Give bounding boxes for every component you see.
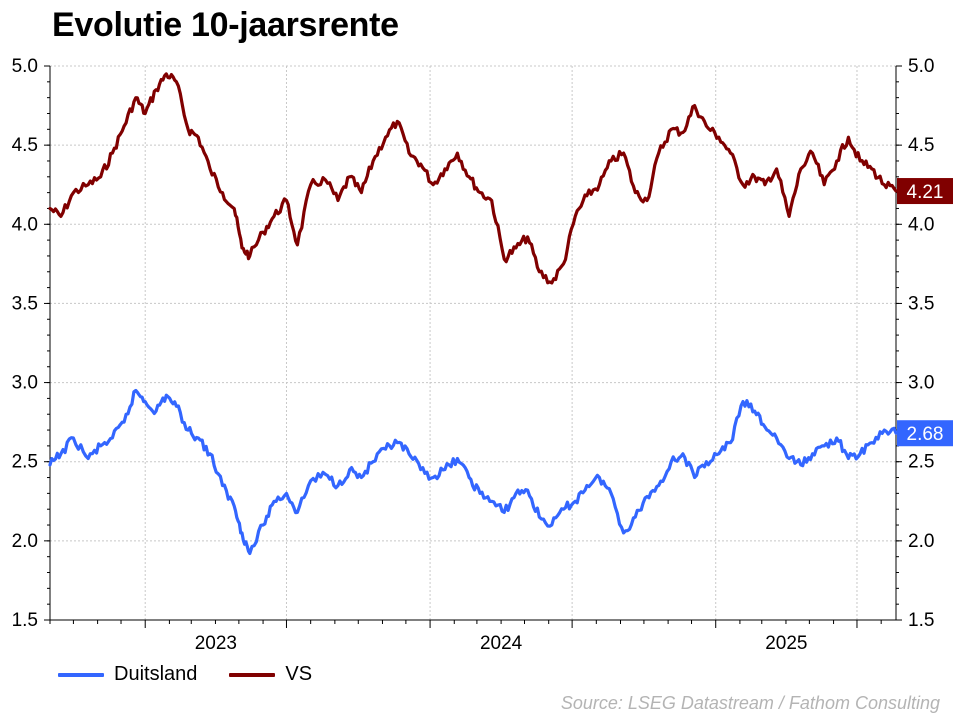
legend: Duitsland VS bbox=[58, 663, 344, 686]
y-tick-label-right: 3.5 bbox=[908, 293, 934, 314]
x-tick-label: 2024 bbox=[480, 633, 523, 654]
legend-swatch-vs bbox=[229, 672, 276, 677]
legend-label-vs: VS bbox=[285, 663, 313, 685]
series-line-duitsland bbox=[48, 388, 898, 556]
end-label-duitsland-box bbox=[897, 420, 953, 447]
end-label-vs-box bbox=[897, 178, 953, 205]
legend-item-vs[interactable]: VS bbox=[229, 663, 312, 686]
grid-lines bbox=[50, 65, 896, 620]
y-tick-label-left: 4.0 bbox=[12, 214, 38, 235]
end-labels: 4.21 2.68 bbox=[897, 178, 953, 447]
end-label-vs: 4.21 bbox=[907, 182, 944, 203]
chart-title: Evolutie 10-jaarsrente bbox=[52, 6, 399, 44]
y-tick-label-left: 2.0 bbox=[12, 531, 38, 552]
end-label-duitsland: 2.68 bbox=[907, 424, 944, 445]
y-tick-label-right: 3.0 bbox=[908, 373, 934, 394]
x-axis: 2023 2024 2025 bbox=[49, 620, 882, 654]
y-axis-right: 1.5 2.0 2.5 3.0 3.5 4.0 4.5 5.0 bbox=[896, 56, 934, 631]
axes bbox=[49, 66, 897, 621]
y-tick-label-right: 1.5 bbox=[908, 610, 934, 631]
x-tick-label: 2025 bbox=[765, 633, 807, 654]
y-tick-label-right: 5.0 bbox=[908, 56, 934, 77]
y-tick-label-right: 2.0 bbox=[908, 531, 934, 552]
series-group bbox=[48, 72, 898, 556]
series-line-vs bbox=[48, 72, 898, 285]
y-tick-label-left: 3.0 bbox=[12, 373, 38, 394]
y-tick-label-left: 3.5 bbox=[12, 293, 38, 314]
legend-swatch-duitsland bbox=[58, 672, 104, 677]
x-tick-label: 2023 bbox=[195, 633, 237, 654]
y-tick-label-left: 5.0 bbox=[12, 56, 38, 77]
source-note: Source: LSEG Datastream / Fathom Consult… bbox=[560, 693, 940, 713]
legend-item-duitsland[interactable]: Duitsland bbox=[58, 663, 197, 686]
y-tick-label-right: 4.0 bbox=[908, 214, 934, 235]
legend-label-duitsland: Duitsland bbox=[114, 663, 198, 685]
y-tick-label-right: 4.5 bbox=[908, 135, 934, 156]
y-tick-label-left: 1.5 bbox=[12, 610, 38, 631]
y-tick-label-left: 4.5 bbox=[12, 135, 38, 156]
y-tick-label-right: 2.5 bbox=[908, 452, 934, 473]
y-tick-label-left: 2.5 bbox=[12, 452, 38, 473]
y-axis-left: 1.5 2.0 2.5 3.0 3.5 4.0 4.5 5.0 bbox=[12, 56, 50, 631]
